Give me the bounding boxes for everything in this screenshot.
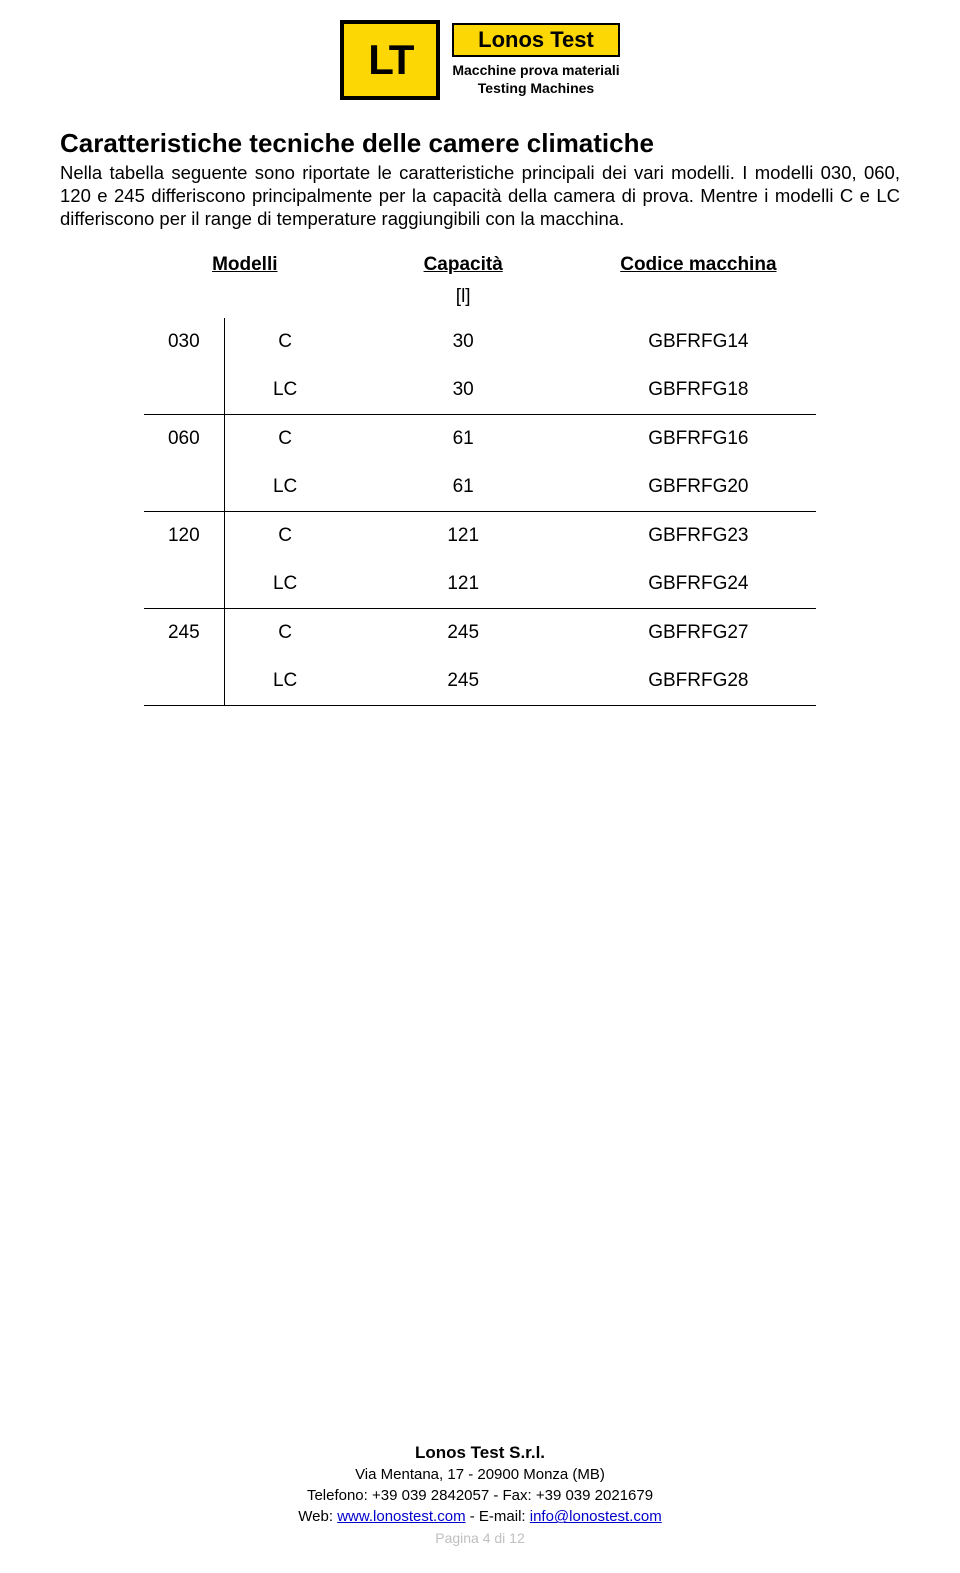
model-variant: C (225, 331, 346, 353)
capacity-value: 121 (346, 573, 581, 595)
footer-web-label: Web: (298, 1508, 337, 1525)
table-header-row: Modelli Capacità Codice macchina (144, 254, 816, 276)
footer-links: Web: www.lonostest.com - E-mail: info@lo… (0, 1506, 960, 1527)
table-row: 120 C 121 GBFRFG23 (144, 512, 816, 560)
header-code: Codice macchina (581, 254, 816, 276)
capacity-value: 30 (346, 379, 581, 401)
footer-phone: Telefono: +39 039 2842057 - Fax: +39 039… (0, 1485, 960, 1506)
model-variant: LC (225, 573, 346, 595)
models-table: Modelli Capacità Codice macchina [l] 030… (144, 254, 816, 706)
model-number: 060 (144, 415, 225, 463)
capacity-unit: [l] (346, 286, 581, 308)
machine-code: GBFRFG18 (581, 379, 816, 401)
brand-sub-line1: Macchine prova materiali (452, 62, 619, 78)
table-row: LC 121 GBFRFG24 (144, 560, 816, 608)
unit-row: [l] (144, 286, 816, 308)
table-row: 245 C 245 GBFRFG27 (144, 609, 816, 657)
capacity-value: 121 (346, 525, 581, 547)
footer-email-link[interactable]: info@lonostest.com (530, 1508, 662, 1525)
logo-text: LT (368, 39, 412, 81)
model-variant: C (225, 622, 346, 644)
capacity-value: 61 (346, 476, 581, 498)
page-footer: Lonos Test S.r.l. Via Mentana, 17 - 2090… (0, 1441, 960, 1549)
model-number: 245 (144, 609, 225, 657)
machine-code: GBFRFG23 (581, 525, 816, 547)
footer-address: Via Mentana, 17 - 20900 Monza (MB) (0, 1464, 960, 1485)
table-row: LC 30 GBFRFG18 (144, 366, 816, 414)
capacity-value: 245 (346, 622, 581, 644)
document-header: LT Lonos Test Macchine prova materiali T… (60, 20, 900, 100)
model-variant: LC (225, 670, 346, 692)
brand-name: Lonos Test (452, 23, 619, 57)
machine-code: GBFRFG16 (581, 428, 816, 450)
model-variant: C (225, 525, 346, 547)
logo-icon: LT (340, 20, 440, 100)
model-number: 030 (144, 318, 225, 366)
model-variant: LC (225, 476, 346, 498)
footer-company: Lonos Test S.r.l. (0, 1441, 960, 1465)
machine-code: GBFRFG28 (581, 670, 816, 692)
table-row: 030 C 30 GBFRFG14 (144, 318, 816, 366)
machine-code: GBFRFG14 (581, 331, 816, 353)
table-group: 030 C 30 GBFRFG14 LC 30 GBFRFG18 (144, 318, 816, 415)
table-group: 245 C 245 GBFRFG27 LC 245 GBFRFG28 (144, 609, 816, 706)
brand-block: Lonos Test Macchine prova materiali Test… (452, 20, 619, 100)
table-group: 060 C 61 GBFRFG16 LC 61 GBFRFG20 (144, 415, 816, 512)
table-row: 060 C 61 GBFRFG16 (144, 415, 816, 463)
section-intro: Nella tabella seguente sono riportate le… (60, 161, 900, 230)
model-number-spacer (144, 657, 225, 705)
capacity-value: 30 (346, 331, 581, 353)
table-row: LC 61 GBFRFG20 (144, 463, 816, 511)
capacity-value: 61 (346, 428, 581, 450)
header-capacity: Capacità (346, 254, 581, 276)
footer-web-link[interactable]: www.lonostest.com (337, 1508, 465, 1525)
machine-code: GBFRFG20 (581, 476, 816, 498)
table-group: 120 C 121 GBFRFG23 LC 121 GBFRFG24 (144, 512, 816, 609)
machine-code: GBFRFG24 (581, 573, 816, 595)
header-models: Modelli (144, 254, 346, 276)
model-variant: LC (225, 379, 346, 401)
table-row: LC 245 GBFRFG28 (144, 657, 816, 705)
page-number: Pagina 4 di 12 (0, 1529, 960, 1549)
machine-code: GBFRFG27 (581, 622, 816, 644)
model-number: 120 (144, 512, 225, 560)
brand-sub-line2: Testing Machines (478, 80, 594, 96)
model-number-spacer (144, 366, 225, 414)
brand-subtitle: Macchine prova materiali Testing Machine… (452, 61, 619, 97)
section-title: Caratteristiche tecniche delle camere cl… (60, 128, 900, 159)
model-variant: C (225, 428, 346, 450)
capacity-value: 245 (346, 670, 581, 692)
footer-email-label: - E-mail: (466, 1508, 530, 1525)
model-number-spacer (144, 463, 225, 511)
model-number-spacer (144, 560, 225, 608)
